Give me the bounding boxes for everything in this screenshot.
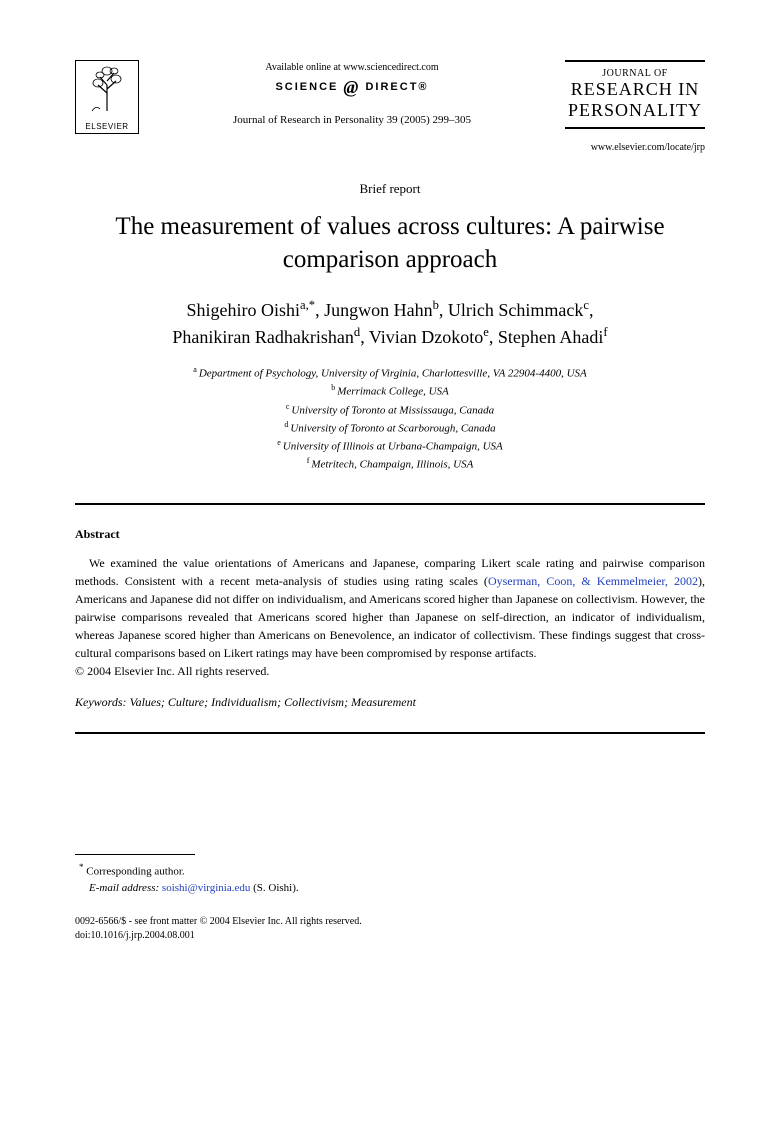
affiliation-d: dUniversity of Toronto at Scarborough, C… [75,419,705,437]
affiliations-list: aDepartment of Psychology, University of… [75,364,705,473]
available-online-text: Available online at www.sciencedirect.co… [139,62,565,73]
authors-list: Shigehiro Oishia,*, Jungwon Hahnb, Ulric… [75,296,705,350]
page-footer: 0092-6566/$ - see front matter © 2004 El… [75,915,705,943]
corresponding-marker: ,* [306,298,315,312]
email-link[interactable]: soishi@virginia.edu [162,882,250,894]
footnote-rule [75,854,195,855]
abstract-copyright: © 2004 Elsevier Inc. All rights reserved… [75,664,705,679]
publisher-logo-block: ELSEVIER [75,60,139,134]
affiliation-e: eUniversity of Illinois at Urbana-Champa… [75,437,705,455]
abstract-citation[interactable]: Oyserman, Coon, & Kemmelmeier, 2002 [488,574,698,588]
abstract-body: We examined the value orientations of Am… [75,554,705,662]
journal-reference: Journal of Research in Personality 39 (2… [139,114,565,126]
keywords-label: Keywords: [75,695,127,709]
article-title: The measurement of values across culture… [75,211,705,276]
header-center: Available online at www.sciencedirect.co… [139,60,565,126]
journal-box-line2: RESEARCH IN [565,79,705,100]
at-symbol-icon: @ [343,77,360,97]
footnote-block: * Corresponding author. E-mail address: … [75,861,705,897]
page-container: ELSEVIER Available online at www.science… [0,0,780,983]
email-suffix: (S. Oishi). [250,882,298,894]
email-label: E-mail address: [89,882,159,894]
corresponding-author-line: * Corresponding author. [89,861,705,880]
author-5: Stephen Ahadif [498,327,608,347]
direct-label: DIRECT® [365,81,428,93]
affiliation-f: fMetritech, Champaign, Illinois, USA [75,455,705,473]
affiliation-b: bMerrimack College, USA [75,382,705,400]
header-row: ELSEVIER Available online at www.science… [75,60,705,134]
author-3: Phanikiran Radhakrishand [172,327,360,347]
elsevier-tree-icon [84,65,130,115]
journal-box-line1: JOURNAL OF [565,68,705,79]
affiliation-a: aDepartment of Psychology, University of… [75,364,705,382]
author-0: Shigehiro Oishia,* [187,300,316,320]
article-type: Brief report [75,181,705,197]
affiliation-c: cUniversity of Toronto at Mississauga, C… [75,401,705,419]
abstract-section: Abstract We examined the value orientati… [75,527,705,710]
journal-url: www.elsevier.com/locate/jrp [75,142,705,153]
publisher-name: ELSEVIER [85,122,128,131]
divider-top [75,503,705,505]
sciencedirect-label: SCIENCE [275,81,338,93]
body-spacer [75,734,705,854]
journal-box-wrapper: JOURNAL OF RESEARCH IN PERSONALITY [565,60,705,129]
issn-line: 0092-6566/$ - see front matter © 2004 El… [75,915,705,929]
journal-title-box: JOURNAL OF RESEARCH IN PERSONALITY [565,60,705,129]
sciencedirect-logo-text: SCIENCE @ DIRECT® [275,77,428,98]
author-4: Vivian Dzokotoe [369,327,489,347]
journal-box-line3: PERSONALITY [565,100,705,121]
email-line: E-mail address: soishi@virginia.edu (S. … [89,880,705,897]
author-2: Ulrich Schimmackc [448,300,589,320]
doi-line: doi:10.1016/j.jrp.2004.08.001 [75,929,705,943]
keywords-line: Keywords: Values; Culture; Individualism… [75,695,705,710]
keywords-text: Values; Culture; Individualism; Collecti… [127,695,416,709]
abstract-heading: Abstract [75,527,705,542]
author-1: Jungwon Hahnb [324,300,439,320]
elsevier-logo: ELSEVIER [75,60,139,134]
star-icon: * [79,862,84,872]
